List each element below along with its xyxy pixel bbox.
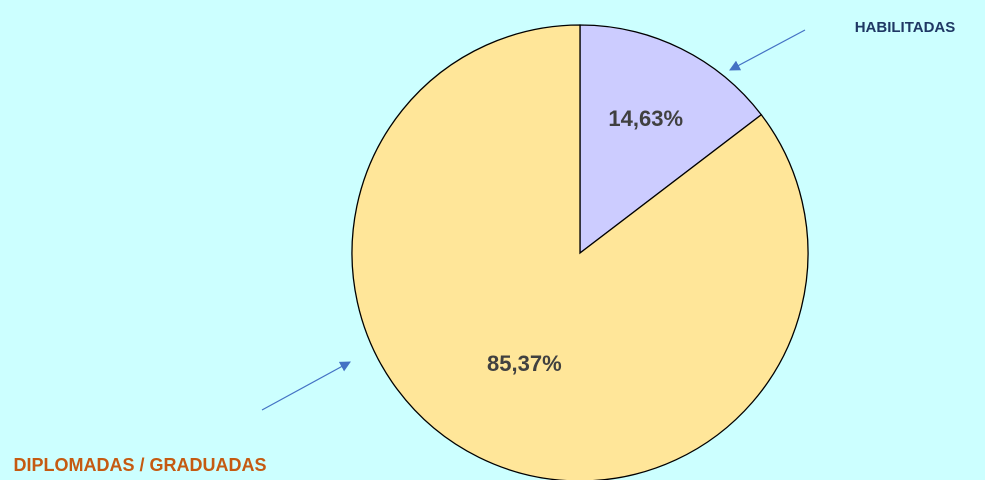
pie-slice <box>579 24 763 255</box>
arrow <box>261 361 351 411</box>
value-label: 14,63% <box>608 106 683 131</box>
arrow <box>729 29 806 71</box>
pie-slice <box>351 24 809 480</box>
category-label: DIPLOMADAS / GRADUADAS <box>13 455 266 475</box>
category-label: HABILITADAS <box>855 19 956 36</box>
value-label: 85,37% <box>487 351 562 376</box>
